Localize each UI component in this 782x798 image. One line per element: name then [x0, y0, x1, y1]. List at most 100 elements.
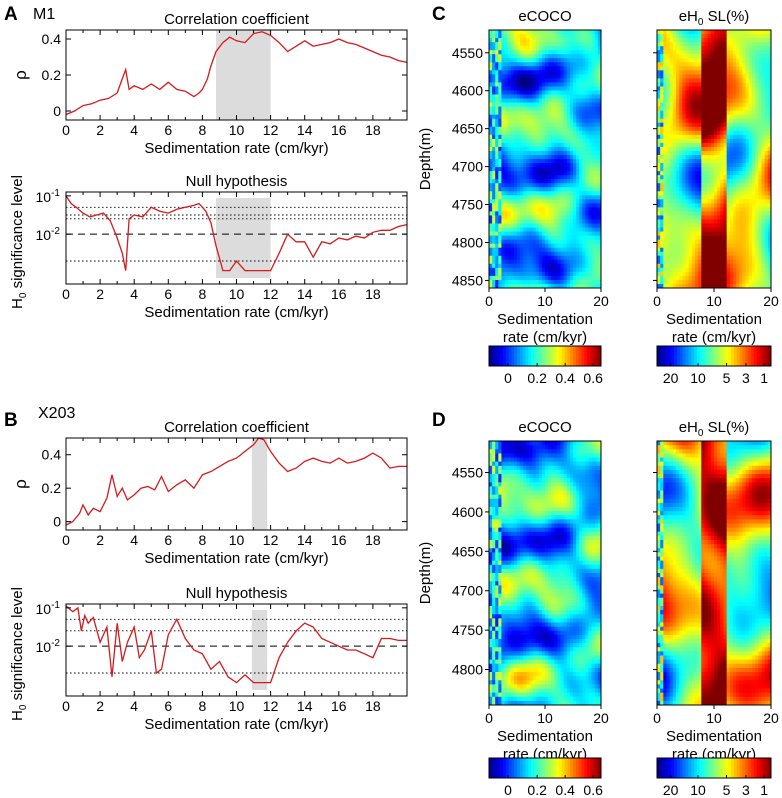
heatmap-cell	[736, 110, 740, 116]
heatmap-cell	[523, 98, 527, 103]
heatmap-cell	[563, 86, 568, 91]
heatmap-cell	[597, 122, 602, 128]
heatmap-cell	[682, 122, 686, 128]
heatmap-cell	[710, 78, 715, 83]
heatmap-cell	[752, 187, 756, 192]
heatmap-cell	[557, 86, 561, 91]
heatmap-cell	[523, 50, 527, 55]
heatmap-cell	[588, 203, 593, 208]
heatmap-cell	[736, 243, 740, 249]
heatmap-cell	[748, 219, 753, 224]
heatmap-cell	[701, 171, 705, 176]
heatmap-cell	[691, 118, 696, 124]
heatmap-cell	[489, 507, 493, 512]
heatmap-cell	[591, 114, 596, 120]
heatmap-cell	[682, 66, 686, 71]
heatmap-cell	[573, 267, 577, 273]
heatmap-cell	[695, 98, 699, 103]
heatmap-cell	[520, 150, 524, 156]
heatmap-cell	[526, 263, 530, 269]
heatmap-cell	[523, 134, 527, 140]
heatmap-cell	[535, 42, 540, 47]
heatmap-cell	[535, 118, 540, 124]
heatmap-cell	[657, 58, 661, 63]
heatmap-cell	[585, 239, 589, 245]
heatmap-cell	[720, 255, 724, 261]
heatmap-cell	[594, 94, 599, 99]
heatmap-cell	[548, 102, 552, 107]
heatmap-cell	[758, 227, 762, 232]
heatmap-cell	[560, 82, 565, 87]
heatmap-cell	[529, 142, 533, 148]
heatmap-cell	[669, 86, 674, 91]
heatmap-cell	[660, 50, 664, 55]
x-axis-label-line2: rate (cm/kyr)	[672, 329, 756, 346]
heatmap-cell	[657, 163, 661, 168]
heatmap-cell	[672, 114, 677, 120]
heatmap-cell	[510, 219, 515, 224]
heatmap-cell	[685, 66, 690, 71]
heatmap-cell	[761, 171, 766, 176]
heatmap-cell	[535, 231, 540, 236]
heatmap-cell	[535, 82, 540, 87]
heatmap-cell	[541, 30, 546, 35]
heatmap-cell	[510, 98, 515, 103]
heatmap-cell	[563, 122, 568, 128]
heatmap-cell	[529, 239, 533, 245]
heatmap-cell	[517, 279, 521, 285]
heatmap-cell	[755, 146, 759, 152]
heatmap-cell	[710, 235, 715, 241]
heatmap-cell	[498, 130, 502, 136]
heatmap-cell	[748, 58, 753, 63]
heatmap-cell	[695, 142, 699, 148]
heatmap-cell	[569, 159, 574, 164]
heatmap-cell	[532, 142, 537, 148]
heatmap-cell	[723, 146, 728, 152]
heatmap-cell	[752, 90, 756, 95]
heatmap-cell	[513, 187, 518, 192]
heatmap-cell	[679, 235, 683, 241]
heatmap-cell	[723, 211, 728, 216]
heatmap-cell	[545, 114, 549, 120]
heatmap-cell	[507, 255, 512, 261]
heatmap-cell	[698, 275, 702, 281]
heatmap-cell	[758, 251, 762, 257]
heatmap-cell	[588, 94, 593, 99]
heatmap-cell	[489, 593, 493, 599]
heatmap-cell	[710, 90, 715, 95]
heatmap-cell	[679, 279, 683, 285]
heatmap-cell	[761, 283, 766, 289]
heatmap-cell	[688, 263, 693, 269]
heatmap-cell	[498, 271, 502, 277]
heatmap-cell	[548, 142, 552, 148]
heatmap-cell	[704, 239, 709, 245]
heatmap-cell	[714, 227, 718, 232]
heatmap-cell	[666, 203, 671, 208]
heatmap-cell	[489, 441, 493, 446]
heatmap-cell	[554, 86, 558, 91]
heatmap-cell	[660, 223, 664, 228]
heatmap-cell	[691, 94, 696, 99]
heatmap-cell	[761, 203, 766, 208]
heatmap-cell	[545, 187, 549, 192]
heatmap-cell	[707, 195, 712, 200]
heatmap-cell	[657, 199, 661, 204]
heatmap-cell	[489, 167, 493, 172]
heatmap-cell	[573, 62, 577, 67]
heatmap-cell	[752, 207, 756, 212]
heatmap-cell	[523, 138, 527, 144]
heatmap-cell	[745, 50, 750, 55]
heatmap-cell	[720, 62, 724, 67]
heatmap-cell	[739, 110, 743, 116]
x-axis-label-line1: Sedimentation	[497, 311, 593, 328]
heatmap-cell	[663, 134, 667, 140]
heatmap-cell	[582, 171, 586, 176]
heatmap-cell	[594, 275, 599, 281]
heatmap-cell	[685, 110, 690, 116]
heatmap-cell	[557, 30, 561, 35]
heatmap-cell	[489, 568, 493, 574]
heatmap-cell	[541, 251, 546, 257]
heatmap-cell	[717, 58, 721, 63]
heatmap-cell	[717, 275, 721, 281]
